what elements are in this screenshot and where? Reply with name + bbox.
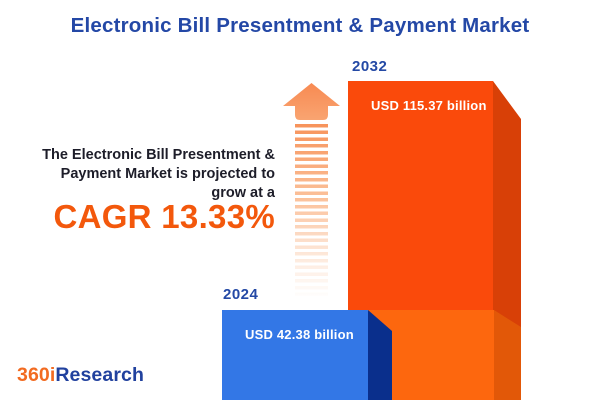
logo: 360iResearch — [17, 364, 144, 387]
growth-arrow-head-icon — [283, 83, 340, 120]
cagr-value: CAGR 13.33% — [53, 198, 275, 235]
projection-line-3: grow at a — [211, 185, 275, 201]
projection-line-1: The Electronic Bill Presentment & — [42, 147, 275, 163]
bar-2024: USD 42.38 billion — [222, 310, 368, 400]
projection-text-block: The Electronic Bill Presentment & Paymen… — [0, 146, 275, 235]
bar-2024-value-label: USD 42.38 billion — [245, 327, 354, 342]
bar-2024-echo-side-face — [494, 310, 521, 400]
growth-arrow-dashes-icon — [295, 124, 328, 299]
projection-line-2: Payment Market is projected to — [60, 166, 275, 182]
logo-prefix: 360i — [17, 364, 56, 386]
logo-suffix: Research — [55, 364, 144, 386]
bar-2032-value-label: USD 115.37 billion — [371, 98, 487, 113]
bar-2032-year-label: 2032 — [352, 58, 388, 75]
bar-2024-year-label: 2024 — [223, 286, 259, 303]
page-title: Electronic Bill Presentment & Payment Ma… — [70, 14, 530, 37]
